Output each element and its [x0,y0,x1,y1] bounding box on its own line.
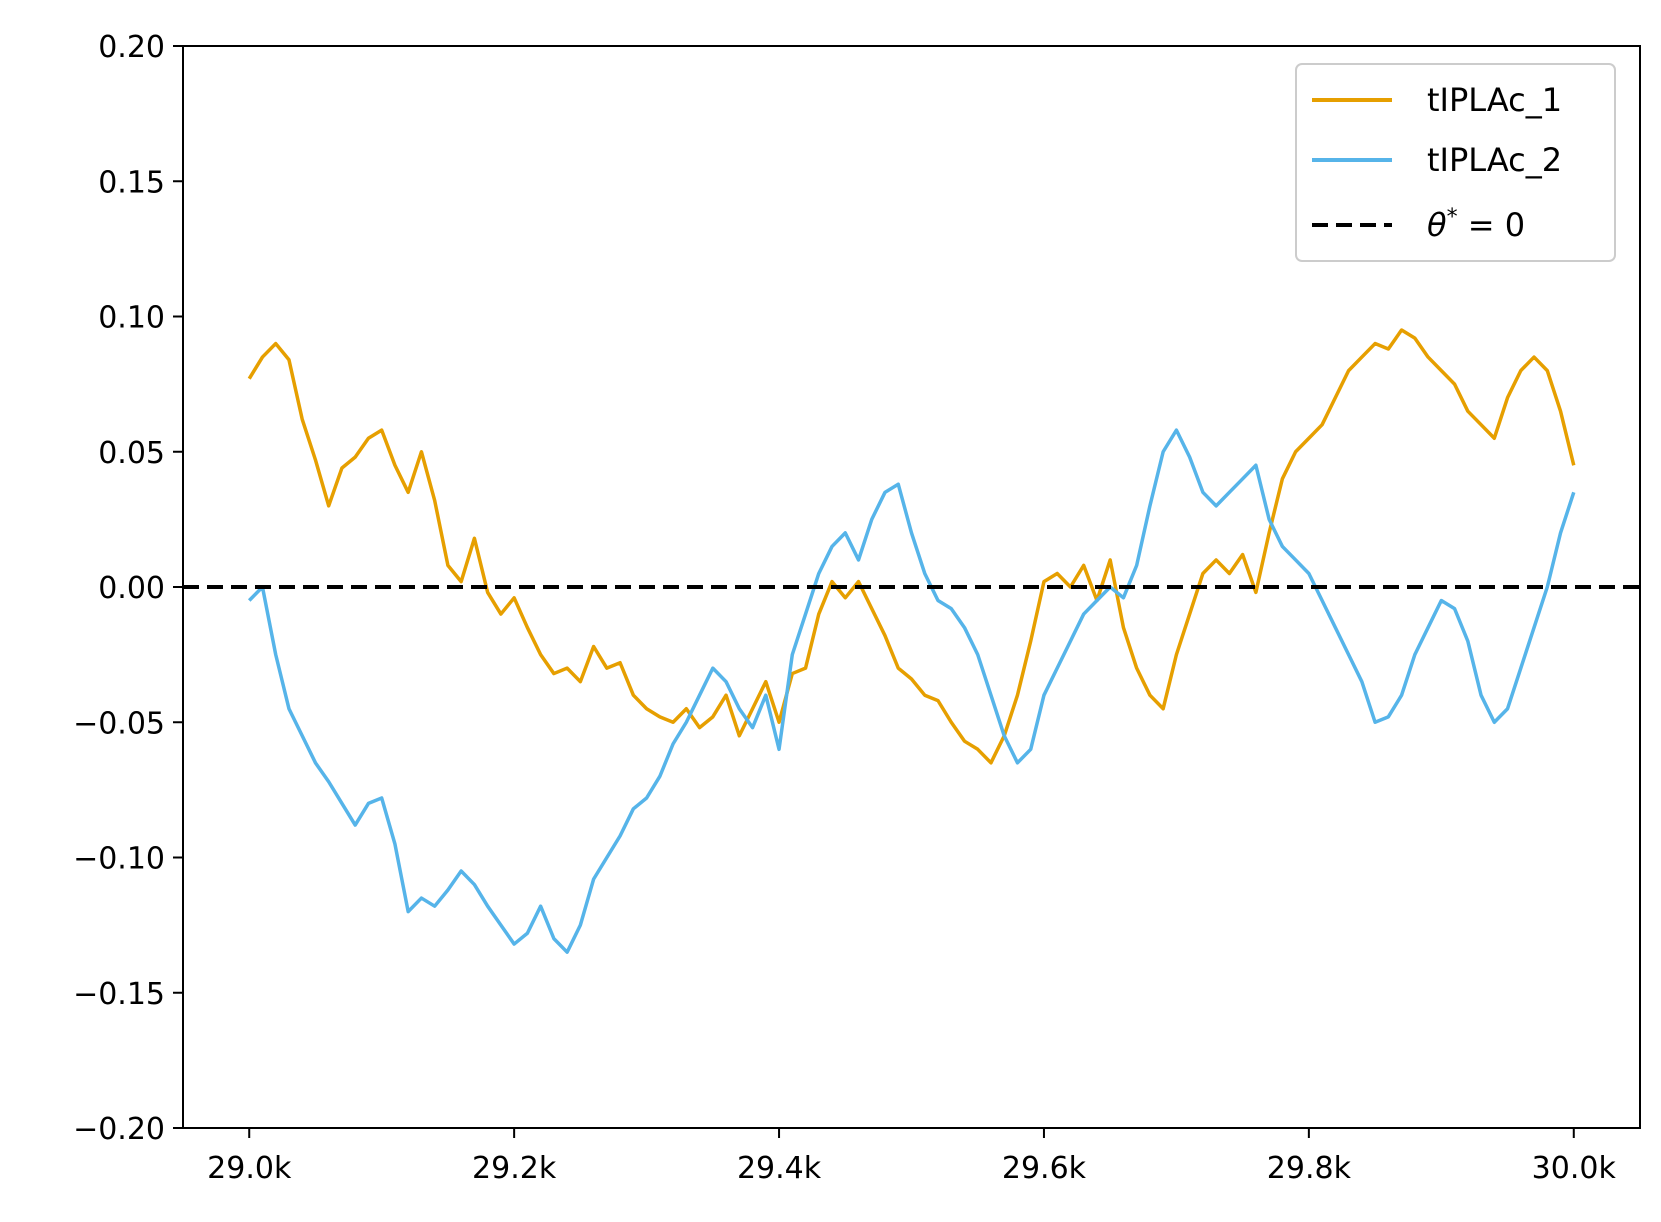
series-layer [183,328,1640,954]
legend: tIPLAc_1 tIPLAc_2 θ* = 0 [1295,63,1616,262]
legend-theta-star: * [1447,205,1458,230]
y-tick-label: 0.05 [98,436,165,471]
x-tick-label: 29.8k [1267,1151,1352,1186]
x-tick-label: 29.4k [737,1151,822,1186]
y-tick-label: 0.00 [98,571,165,606]
series-line-1 [247,428,1576,954]
legend-label-tiplac-1: tIPLAc_1 [1427,81,1562,119]
y-tick-label: −0.10 [73,842,165,877]
y-tick-label: −0.15 [73,977,165,1012]
legend-theta-symbol: θ [1427,206,1447,244]
legend-box [1295,63,1616,262]
x-axis: 29.0k 29.2k 29.4k 29.6k 29.8k 30.0k [207,1128,1616,1186]
legend-theta-rest: = 0 [1458,206,1526,244]
y-tick-label: 0.20 [98,30,165,65]
y-tick-label: 0.10 [98,301,165,336]
legend-label-tiplac-2: tIPLAc_2 [1427,141,1562,179]
x-tick-label: 30.0k [1532,1151,1617,1186]
series-line-0 [247,328,1576,765]
legend-label-theta: θ* = 0 [1427,205,1525,244]
y-tick-label: −0.05 [73,706,165,741]
y-tick-label: 0.15 [98,165,165,200]
y-axis: 0.20 0.15 0.10 0.05 0.00 −0.05 −0.10 −0.15 −0.20 [73,30,183,1147]
x-tick-label: 29.0k [207,1151,292,1186]
y-tick-label: −0.20 [73,1112,165,1147]
x-tick-label: 29.6k [1002,1151,1087,1186]
x-tick-label: 29.2k [472,1151,557,1186]
